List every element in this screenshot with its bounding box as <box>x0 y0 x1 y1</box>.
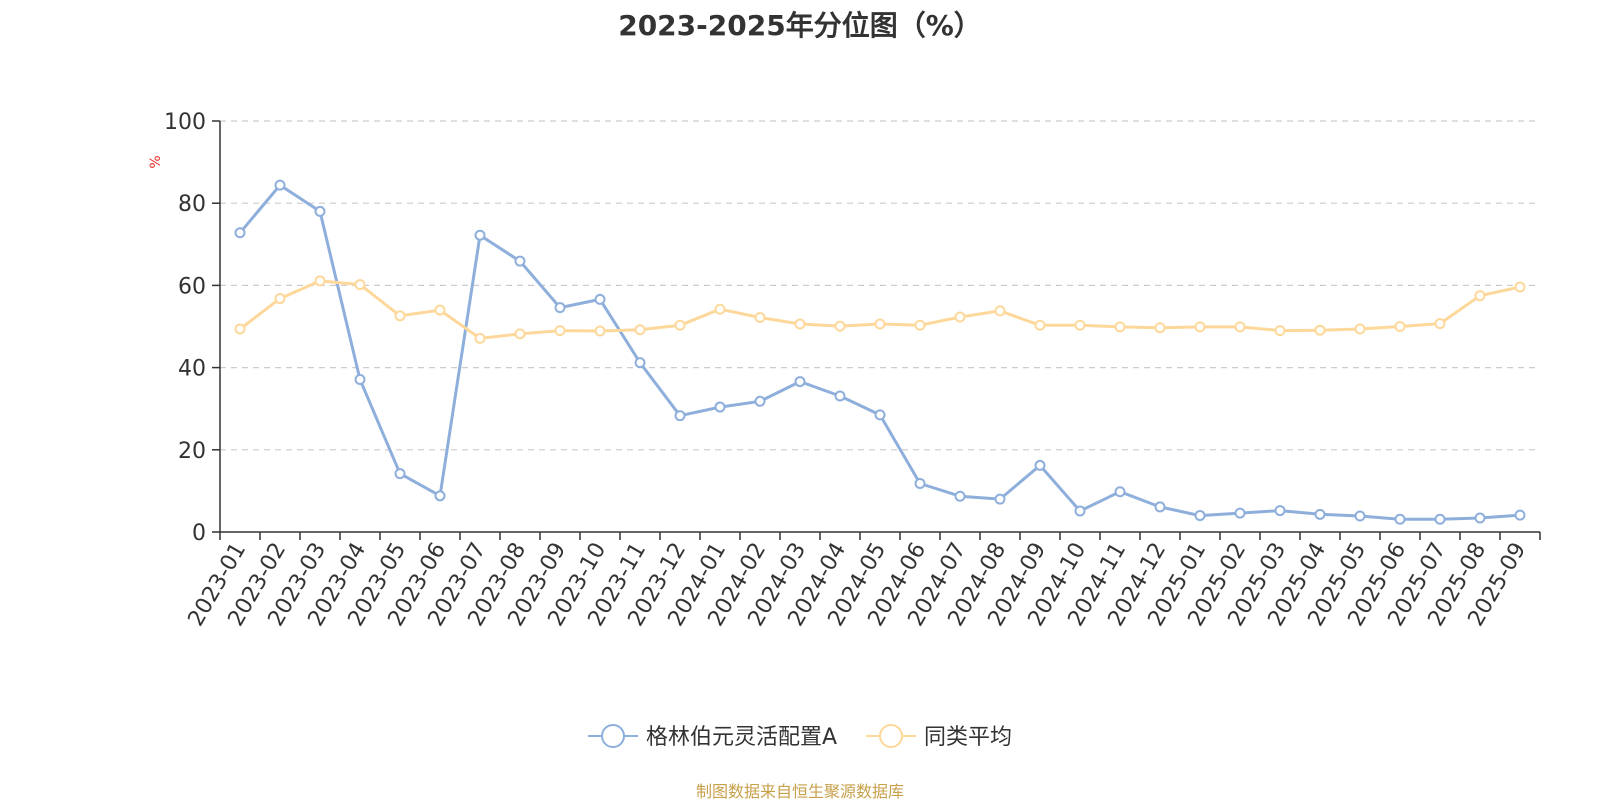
data-point-series-2 <box>1314 324 1326 336</box>
data-point-series-1 <box>1114 486 1126 498</box>
data-point-series-2 <box>834 320 846 332</box>
data-point-series-1 <box>314 205 326 217</box>
data-point-series-2 <box>874 318 886 330</box>
data-point-series-2 <box>794 318 806 330</box>
data-point-series-1 <box>274 179 286 191</box>
data-point-series-2 <box>1154 322 1166 334</box>
legend-label: 格林伯元灵活配置A <box>646 725 837 750</box>
data-point-series-2 <box>954 311 966 323</box>
data-point-series-1 <box>1394 513 1406 525</box>
data-point-series-2 <box>354 279 366 291</box>
y-tick-label: 80 <box>178 192 206 217</box>
data-point-series-2 <box>1114 321 1126 333</box>
data-point-series-1 <box>834 390 846 402</box>
series-lines <box>234 179 1526 525</box>
data-point-series-1 <box>514 255 526 267</box>
data-point-series-2 <box>714 303 726 315</box>
data-point-series-1 <box>354 374 366 386</box>
data-point-series-1 <box>1354 510 1366 522</box>
data-point-series-1 <box>1474 512 1486 524</box>
grid-lines <box>220 120 1540 451</box>
legend-label: 同类平均 <box>924 725 1012 750</box>
data-point-series-2 <box>1074 319 1086 331</box>
legend-item-1[interactable]: 格林伯元灵活配置A <box>588 724 837 750</box>
data-point-series-1 <box>674 410 686 422</box>
data-point-series-1 <box>1194 510 1206 522</box>
legend-item-2[interactable]: 同类平均 <box>866 724 1012 750</box>
data-source-note: 制图数据来自恒生聚源数据库 <box>695 782 904 801</box>
legend[interactable]: 格林伯元灵活配置A 同类平均 <box>588 724 1012 750</box>
data-point-series-1 <box>714 401 726 413</box>
chart-title: 2023-2025年分位图（%） <box>618 9 982 42</box>
data-point-series-2 <box>234 323 246 335</box>
data-point-series-2 <box>754 311 766 323</box>
data-point-series-2 <box>394 310 406 322</box>
data-point-series-1 <box>1034 459 1046 471</box>
data-point-series-1 <box>434 490 446 502</box>
data-point-series-2 <box>1434 318 1446 330</box>
data-point-series-2 <box>1034 319 1046 331</box>
y-tick-label: 100 <box>164 110 206 135</box>
data-point-series-2 <box>1394 321 1406 332</box>
y-tick-label: 0 <box>192 521 206 546</box>
data-point-series-1 <box>874 409 886 421</box>
data-point-series-2 <box>1234 321 1246 333</box>
data-point-series-2 <box>914 319 926 331</box>
data-point-series-1 <box>1514 509 1526 521</box>
series-line-1 <box>238 183 1521 521</box>
legend-circle-icon <box>879 724 903 748</box>
data-point-series-2 <box>594 325 606 337</box>
data-point-series-1 <box>1314 508 1326 520</box>
data-point-series-1 <box>754 395 766 407</box>
y-tick-label: 60 <box>178 274 206 299</box>
data-point-series-2 <box>1274 325 1286 337</box>
data-point-series-1 <box>914 478 926 490</box>
data-point-series-1 <box>994 493 1006 505</box>
data-point-series-2 <box>434 304 446 316</box>
data-point-series-1 <box>1434 513 1446 525</box>
y-tick-label: 40 <box>178 357 206 382</box>
data-point-series-1 <box>794 376 806 388</box>
data-point-series-2 <box>674 319 686 331</box>
data-point-series-2 <box>1474 290 1486 302</box>
data-point-series-1 <box>1074 505 1086 517</box>
data-point-series-2 <box>314 275 326 287</box>
data-point-series-2 <box>1354 323 1366 335</box>
data-point-series-2 <box>634 324 646 336</box>
data-point-series-1 <box>554 302 566 314</box>
series-line-2 <box>239 279 1521 340</box>
data-point-series-2 <box>1194 321 1206 333</box>
data-point-series-2 <box>554 325 566 337</box>
data-point-series-1 <box>1234 507 1246 519</box>
data-point-series-1 <box>1274 505 1286 517</box>
data-point-series-1 <box>594 293 606 305</box>
data-point-series-2 <box>514 328 526 340</box>
data-point-series-1 <box>474 229 486 241</box>
data-point-series-1 <box>634 357 646 369</box>
y-tick-label: 20 <box>178 439 206 464</box>
data-point-series-2 <box>274 293 286 305</box>
y-axis-label: % <box>148 155 164 168</box>
data-point-series-1 <box>1154 501 1166 513</box>
legend-circle-icon <box>601 724 625 748</box>
data-point-series-2 <box>994 305 1006 317</box>
data-point-series-1 <box>954 490 966 502</box>
data-point-series-1 <box>234 227 246 239</box>
data-point-series-1 <box>394 468 406 480</box>
data-point-series-2 <box>1514 281 1526 293</box>
data-point-series-2 <box>474 332 486 344</box>
